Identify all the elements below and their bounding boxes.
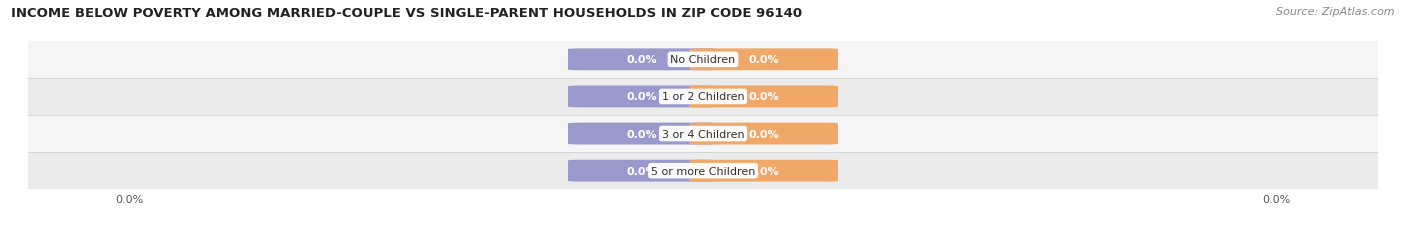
Text: 0.0%: 0.0% [627, 129, 658, 139]
FancyBboxPatch shape [568, 49, 717, 71]
Text: 0.0%: 0.0% [627, 92, 658, 102]
FancyBboxPatch shape [568, 160, 717, 182]
Text: 5 or more Children: 5 or more Children [651, 166, 755, 176]
FancyBboxPatch shape [689, 49, 838, 71]
Text: 1 or 2 Children: 1 or 2 Children [662, 92, 744, 102]
Text: No Children: No Children [671, 55, 735, 65]
Bar [28, 116, 1378, 152]
Bar [28, 42, 1378, 79]
FancyBboxPatch shape [568, 123, 717, 145]
Text: 0.0%: 0.0% [748, 92, 779, 102]
Bar [28, 152, 1378, 189]
Text: 0.0%: 0.0% [748, 166, 779, 176]
Text: 0.0%: 0.0% [627, 55, 658, 65]
Bar [28, 79, 1378, 116]
Text: 0.0%: 0.0% [627, 166, 658, 176]
FancyBboxPatch shape [689, 123, 838, 145]
Text: INCOME BELOW POVERTY AMONG MARRIED-COUPLE VS SINGLE-PARENT HOUSEHOLDS IN ZIP COD: INCOME BELOW POVERTY AMONG MARRIED-COUPL… [11, 7, 803, 20]
Text: Source: ZipAtlas.com: Source: ZipAtlas.com [1277, 7, 1395, 17]
Text: 0.0%: 0.0% [748, 129, 779, 139]
Text: 0.0%: 0.0% [748, 55, 779, 65]
Text: 3 or 4 Children: 3 or 4 Children [662, 129, 744, 139]
FancyBboxPatch shape [689, 86, 838, 108]
FancyBboxPatch shape [568, 86, 717, 108]
FancyBboxPatch shape [689, 160, 838, 182]
